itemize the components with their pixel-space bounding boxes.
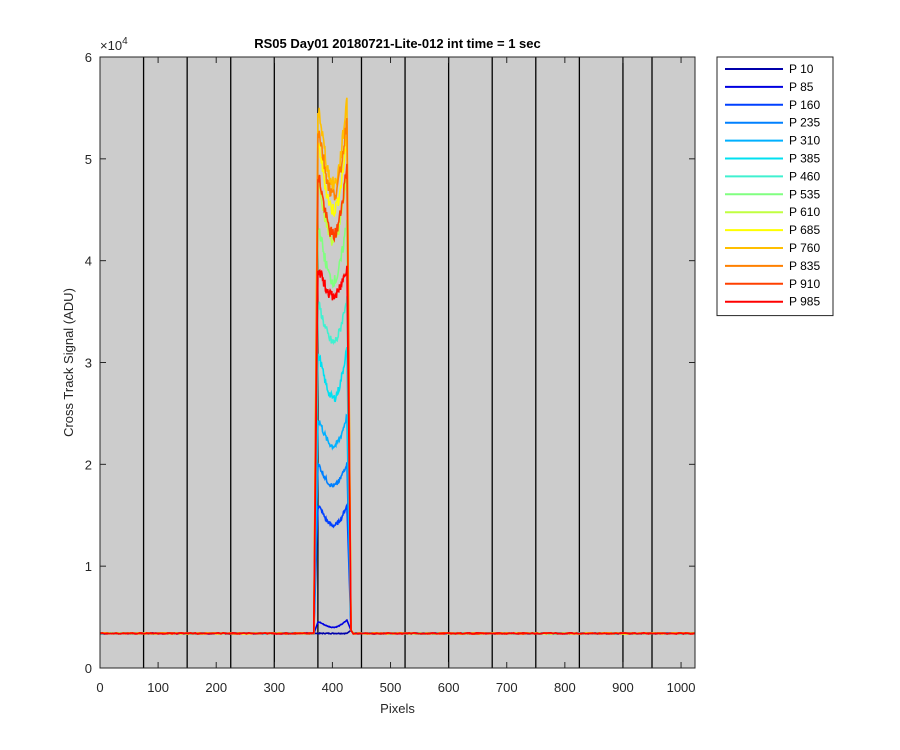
chart-title: RS05 Day01 20180721-Lite-012 int time = … <box>254 36 541 51</box>
legend-label: P 985 <box>789 295 820 309</box>
x-tick-label: 100 <box>147 680 169 695</box>
y-axis-ticks: 0 1 2 3 4 5 6 <box>85 50 695 676</box>
x-tick-label: 800 <box>554 680 576 695</box>
legend-label: P 235 <box>789 116 820 130</box>
y-exponent-base: ×10 <box>100 38 122 53</box>
legend: P 10 P 85 P 160 P 235 P 310 P 385 P 460 P 535 P … <box>716 56 834 317</box>
x-tick-label: 600 <box>438 680 460 695</box>
legend-label: P 10 <box>789 62 814 76</box>
legend-label: P 910 <box>789 277 820 291</box>
y-axis-exponent: ×104 <box>100 36 128 53</box>
legend-label: P 610 <box>789 205 820 219</box>
legend-label: P 535 <box>789 187 820 201</box>
x-tick-label: 400 <box>322 680 344 695</box>
x-tick-label: 300 <box>263 680 285 695</box>
x-tick-label: 900 <box>612 680 634 695</box>
y-tick-label: 4 <box>85 254 92 269</box>
legend-label: P 85 <box>789 80 814 94</box>
y-tick-label: 2 <box>85 457 92 472</box>
legend-label: P 835 <box>789 259 820 273</box>
y-tick-label: 3 <box>85 356 92 371</box>
series-line-p-985 <box>99 265 696 635</box>
legend-label: P 310 <box>789 134 820 148</box>
y-tick-label: 5 <box>85 152 92 167</box>
x-axis-label: Pixels <box>380 701 415 716</box>
legend-label: P 160 <box>789 98 820 112</box>
x-axis-ticks: 0 100 200 300 400 500 600 700 800 900 1000 <box>96 57 696 695</box>
y-tick-label: 1 <box>85 559 92 574</box>
legend-label: P 385 <box>789 152 820 166</box>
plot-background <box>100 57 695 668</box>
x-tick-label: 700 <box>496 680 518 695</box>
legend-label: P 760 <box>789 241 820 255</box>
y-exponent-power: 4 <box>122 36 128 47</box>
x-tick-label: 200 <box>205 680 227 695</box>
x-tick-label: 500 <box>380 680 402 695</box>
legend-label: P 460 <box>789 169 820 183</box>
legend-box <box>716 56 834 317</box>
series-lines-group <box>99 97 696 635</box>
x-tick-label: 1000 <box>667 680 696 695</box>
y-axis-label: Cross Track Signal (ADU) <box>61 288 76 437</box>
y-tick-label: 6 <box>85 50 92 65</box>
y-tick-label: 0 <box>85 661 92 676</box>
x-tick-label: 0 <box>96 680 103 695</box>
legend-label: P 685 <box>789 223 820 237</box>
